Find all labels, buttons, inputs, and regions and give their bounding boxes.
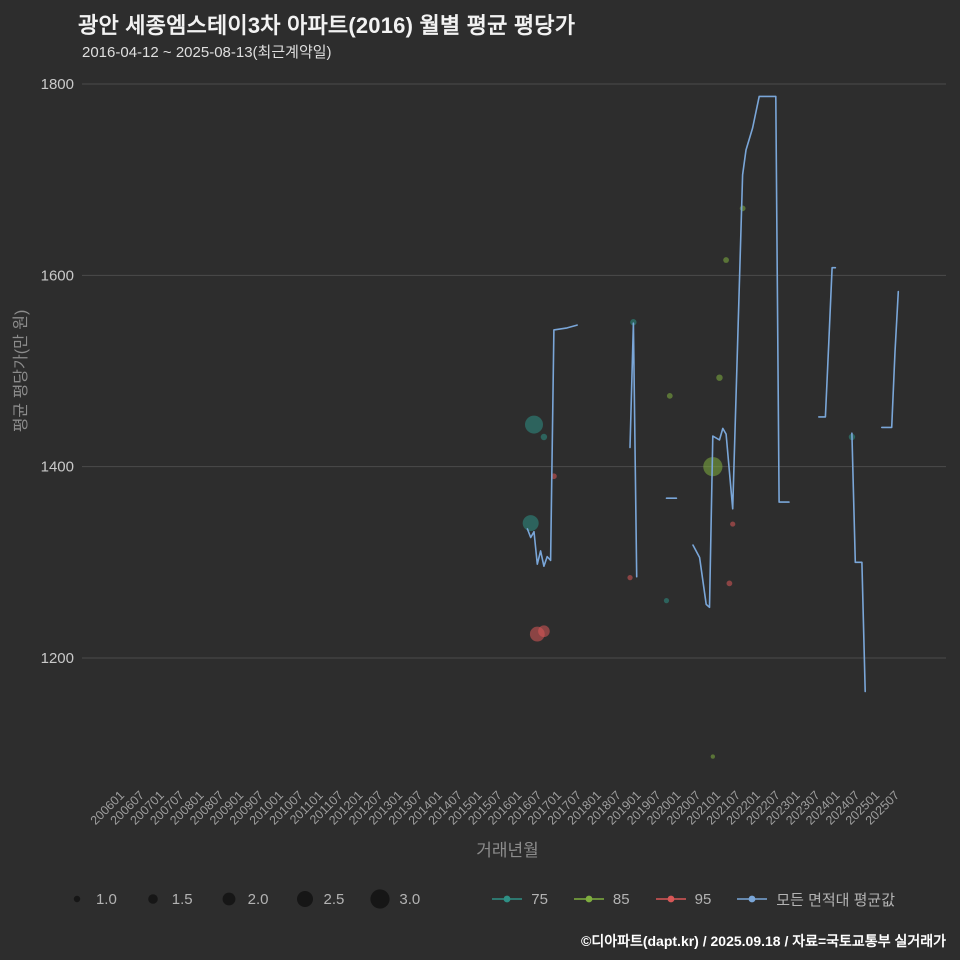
- size-legend-2.5[interactable]: 2.5: [293, 888, 345, 910]
- x-axis-title: 거래년월: [476, 841, 539, 860]
- size-dot-icon: [147, 894, 158, 904]
- bubble-95[interactable]: [538, 625, 550, 638]
- size-legend-1.0[interactable]: 1.0: [65, 888, 117, 910]
- bubble-75[interactable]: [524, 415, 543, 434]
- series-legend-label: 모든 면적대 평균값: [776, 891, 896, 909]
- avg-price-line[interactable]: [817, 266, 837, 418]
- legend: 1.0 1.5 2.0 2.5 3.0 75 85 95 모든 면적대 평균값: [0, 888, 960, 910]
- attribution: ©디아파트(dapt.kr) / 2025.09.18 / 자료=국토교통부 실…: [581, 933, 946, 949]
- chart-subtitle: 2016-04-12 ~ 2025-08-13(최근계약일): [82, 44, 332, 61]
- avg-price-line[interactable]: [851, 432, 867, 693]
- size-dot-icon: [296, 891, 313, 907]
- size-dot-icon: [73, 895, 81, 903]
- size-legend-label: 2.5: [323, 890, 345, 908]
- series-marker-icon: [492, 895, 523, 903]
- size-legend-label: 1.0: [95, 890, 117, 908]
- avg-price-line[interactable]: [880, 290, 900, 429]
- series-legend-label: 85: [612, 890, 630, 908]
- bubble-85[interactable]: [739, 205, 746, 212]
- bubble-95[interactable]: [726, 580, 733, 587]
- series-legend-label: 95: [694, 890, 712, 908]
- avg-price-line[interactable]: [692, 95, 790, 609]
- bubble-75[interactable]: [663, 598, 670, 604]
- bubble-75[interactable]: [522, 515, 539, 532]
- size-legend-label: 1.5: [171, 890, 193, 908]
- avg-price-line[interactable]: [629, 322, 638, 578]
- legend-spacer: [444, 899, 466, 900]
- bubble-85[interactable]: [710, 754, 716, 759]
- series-legend-label: 75: [531, 890, 548, 908]
- size-legend-label: 3.0: [399, 890, 421, 908]
- series-marker-icon: [737, 895, 768, 903]
- series-legend-95[interactable]: 95: [654, 890, 712, 908]
- size-legend-2.0[interactable]: 2.0: [217, 888, 269, 910]
- size-dot-icon: [222, 892, 236, 906]
- y-tick-label: 1800: [41, 76, 74, 93]
- y-tick-label: 1600: [41, 267, 74, 284]
- bubble-95[interactable]: [627, 575, 633, 581]
- series-marker-icon: [655, 895, 686, 903]
- bubble-85[interactable]: [723, 257, 729, 263]
- size-legend-label: 2.0: [247, 890, 269, 908]
- avg-price-line[interactable]: [526, 324, 578, 568]
- bubble-75[interactable]: [540, 433, 548, 441]
- series-legend-모든 면적대 평균값[interactable]: 모든 면적대 평균값: [735, 889, 895, 910]
- bubble-85[interactable]: [666, 392, 673, 399]
- series-legend-85[interactable]: 85: [572, 891, 630, 908]
- plot-area: 1200140016001800200601200607200701200707…: [12, 76, 946, 860]
- size-legend-3.0[interactable]: 3.0: [368, 888, 420, 910]
- series-marker-icon: [573, 895, 604, 903]
- size-dot-icon: [370, 889, 390, 909]
- series-legend-75[interactable]: 75: [490, 891, 548, 908]
- bubble-75[interactable]: [630, 319, 637, 326]
- size-legend-1.5[interactable]: 1.5: [141, 888, 193, 910]
- chart-title: 광안 세종엠스테이3차 아파트(2016) 월별 평균 평당가: [78, 13, 576, 38]
- y-tick-label: 1200: [41, 650, 74, 667]
- y-axis-title: 평균 평당가(만 원): [12, 310, 30, 433]
- y-tick-label: 1400: [41, 459, 74, 476]
- bubble-85[interactable]: [716, 374, 723, 381]
- bubble-95[interactable]: [730, 521, 736, 527]
